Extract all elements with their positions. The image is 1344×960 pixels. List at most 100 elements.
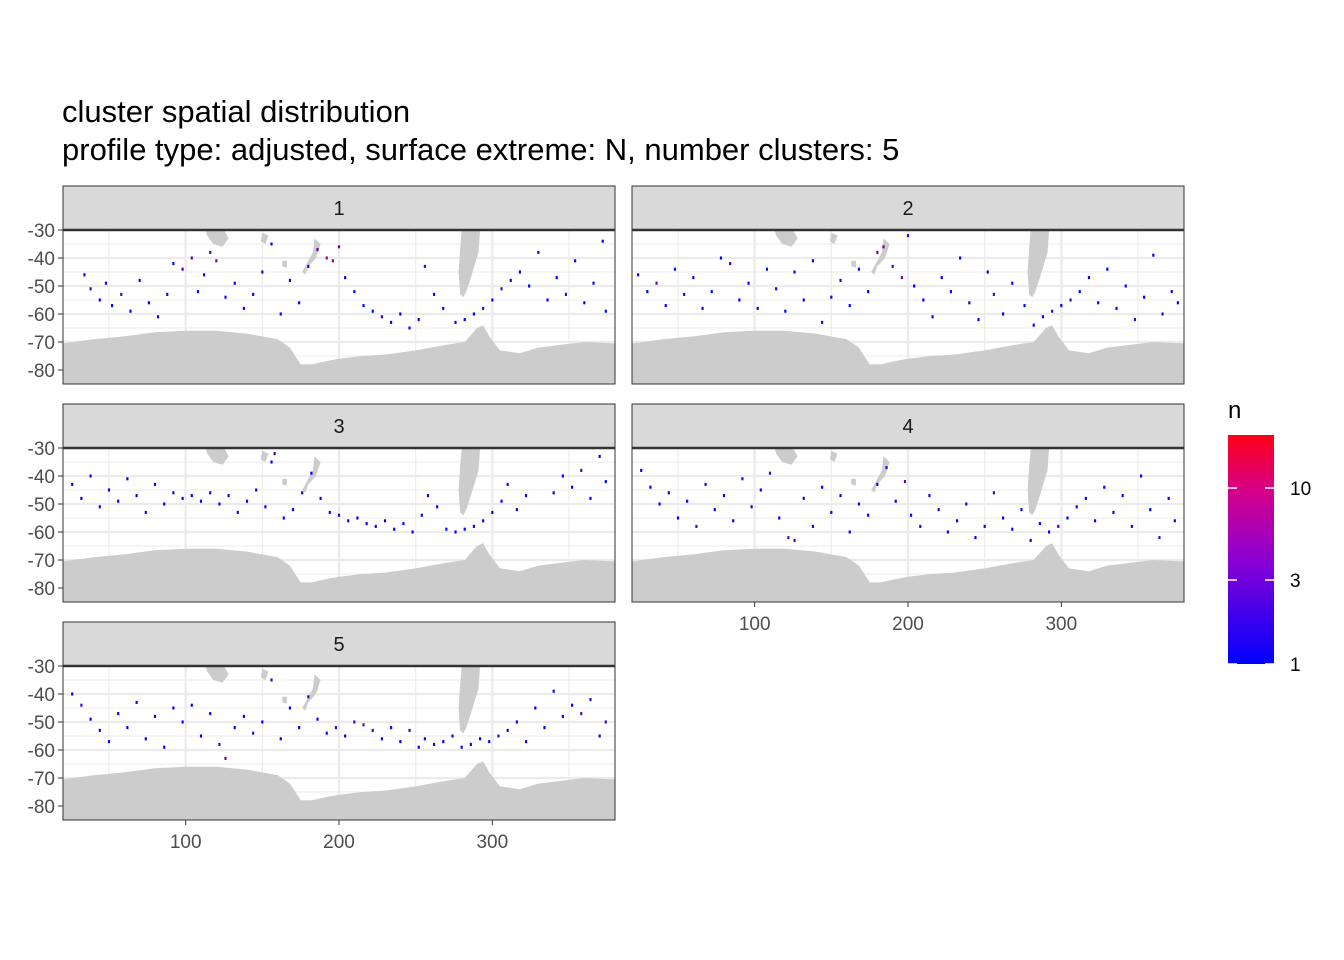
data-cell	[89, 717, 92, 721]
data-cell	[857, 502, 861, 506]
data-cell	[528, 284, 531, 288]
data-cell	[89, 287, 92, 291]
data-cell	[598, 454, 601, 458]
data-cell	[482, 306, 485, 310]
legend-tick-label: 10	[1290, 479, 1311, 500]
data-cell	[362, 723, 365, 727]
x-tick-label: 200	[892, 614, 924, 635]
facet-panel-5: 5 -30 -40 -50 -60 -70 -80 100 200 300	[28, 621, 616, 853]
land-mask	[632, 448, 1184, 602]
y-tick-label: -70	[28, 551, 55, 572]
land-shape	[282, 478, 287, 486]
data-cell	[307, 695, 310, 699]
data-cell	[977, 318, 980, 322]
data-cell	[334, 726, 338, 730]
data-cell	[546, 298, 549, 302]
data-cell	[537, 250, 540, 254]
facet-panels: 1 -30 -40 -50 -60 -70 -80 2 3 -30 -40 -50 -60 -70 -80 4…	[28, 185, 1185, 853]
y-tick-label: -30	[28, 221, 55, 242]
data-cell	[408, 326, 411, 330]
data-cell	[928, 494, 931, 498]
chart-title: cluster spatial distribution	[62, 94, 411, 129]
data-cell	[784, 309, 787, 313]
data-cell	[857, 267, 861, 271]
data-cell	[968, 301, 971, 305]
data-cell	[515, 508, 518, 512]
data-cell	[1078, 290, 1081, 294]
data-cell	[344, 276, 347, 280]
data-cell	[1139, 474, 1143, 478]
data-cell	[482, 519, 485, 523]
data-cell	[190, 494, 193, 498]
data-cell	[885, 466, 888, 470]
data-cell	[432, 292, 436, 296]
land-mask	[63, 230, 615, 384]
data-cell	[224, 295, 227, 299]
facet-strip-label: 2	[902, 198, 913, 220]
data-cell	[793, 538, 796, 542]
legend-colorbar	[1228, 435, 1274, 664]
data-cell	[279, 737, 282, 741]
data-cell	[316, 248, 319, 252]
data-cell	[793, 270, 796, 274]
data-cell	[181, 267, 184, 271]
data-cell	[402, 522, 405, 526]
x-tick-label: 300	[476, 832, 508, 853]
data-cell	[138, 278, 141, 282]
data-cell	[261, 270, 264, 274]
data-cell	[380, 737, 384, 741]
data-cell	[328, 510, 331, 514]
data-cell	[71, 482, 74, 486]
data-cell	[163, 502, 166, 506]
data-cell	[646, 290, 649, 294]
data-cell	[1038, 522, 1041, 526]
data-cell	[353, 290, 356, 294]
y-tick-label: -60	[28, 523, 55, 544]
y-tick-label: -80	[28, 579, 55, 600]
data-cell	[209, 712, 212, 716]
data-cell	[98, 505, 101, 509]
data-cell	[1112, 510, 1115, 514]
data-cell	[589, 496, 592, 500]
land-shape	[871, 456, 890, 493]
data-cell	[506, 482, 509, 486]
data-cell	[676, 516, 680, 520]
data-cell	[759, 488, 762, 492]
facet-strip	[631, 403, 1185, 449]
data-cell	[821, 320, 824, 324]
data-cell	[1011, 527, 1014, 531]
data-cell	[821, 485, 824, 489]
data-cell	[882, 245, 885, 249]
y-tick-label: -60	[28, 305, 55, 326]
y-tick-label: -40	[28, 467, 55, 488]
data-cell	[570, 703, 574, 707]
data-cell	[913, 284, 916, 288]
data-cell	[894, 499, 897, 503]
data-cell	[704, 482, 707, 486]
data-cell	[604, 720, 607, 724]
data-cell	[80, 496, 83, 500]
data-cell	[1170, 290, 1173, 294]
legend-title: n	[1228, 397, 1241, 424]
land-shape	[458, 448, 481, 516]
data-cell	[488, 740, 491, 744]
data-cell	[442, 306, 445, 310]
data-cell	[445, 527, 448, 531]
data-cell	[172, 491, 175, 495]
data-cell	[331, 259, 334, 263]
data-cell	[692, 276, 695, 280]
y-tick-label: -50	[28, 495, 55, 516]
data-cell	[667, 491, 670, 495]
data-cell	[80, 703, 83, 707]
legend-tick-label: 1	[1290, 655, 1301, 676]
data-cell	[460, 745, 463, 749]
data-cell	[120, 292, 123, 296]
land-mask	[632, 230, 1184, 384]
data-cell	[451, 734, 454, 738]
data-cell	[144, 737, 147, 741]
data-cell	[1103, 485, 1106, 489]
data-cell	[279, 312, 282, 316]
data-cell	[802, 496, 805, 500]
data-cell	[199, 499, 203, 503]
